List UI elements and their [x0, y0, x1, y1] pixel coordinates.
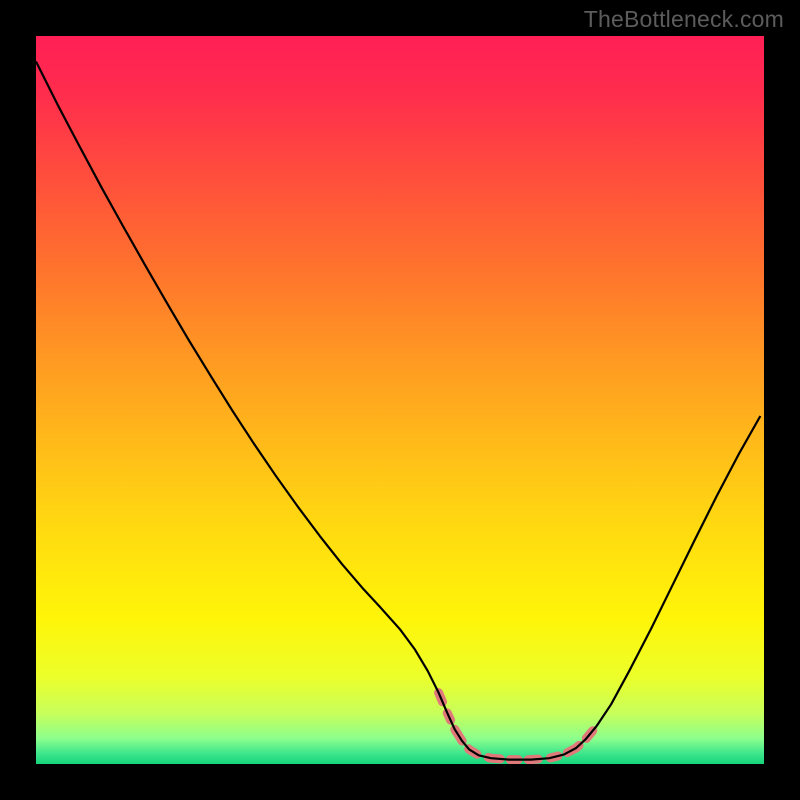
curve-layer: [36, 36, 764, 764]
bottleneck-curve: [36, 61, 760, 759]
chart-container: TheBottleneck.com: [0, 0, 800, 800]
watermark-text: TheBottleneck.com: [584, 6, 784, 33]
plot-area: [36, 36, 764, 764]
